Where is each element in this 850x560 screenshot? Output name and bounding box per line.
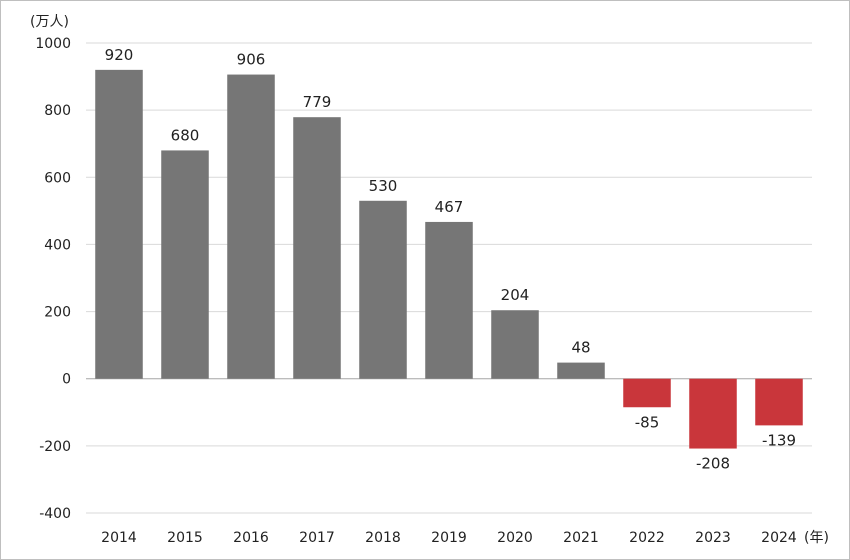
x-category-label: 2024 [761,530,797,546]
y-tick-label: -400 [39,506,71,522]
x-category-label: 2020 [497,530,533,546]
x-unit-label: (年) [804,530,829,546]
data-label: 906 [237,51,266,69]
data-label: -208 [696,455,730,473]
bar-2024 [755,378,803,426]
data-label: -85 [635,413,660,431]
data-label: 530 [369,177,398,195]
bar-2017 [293,117,341,379]
x-category-label: 2021 [563,530,599,546]
data-label: 680 [171,126,200,144]
bar-2023 [689,378,737,449]
bar-2022 [623,378,671,408]
data-label: -139 [762,431,796,449]
data-label: 467 [435,198,464,216]
y-axis-ticks: 1000 800 600 400 200 0 -200 -400 [35,36,71,522]
y-tick-label: 800 [44,103,71,119]
x-category-label: 2014 [101,530,137,546]
data-label: 920 [105,46,134,64]
data-label: 779 [303,93,332,111]
x-axis-categories: 2014 2015 2016 2017 2018 2019 2020 2021 2022 2023… [101,530,797,546]
bar-2016 [227,74,275,379]
data-labels: 920 680 906 779 530 467 204 48 -85 -208 -139 [105,46,796,473]
x-category-label: 2019 [431,530,467,546]
data-label: 204 [501,286,530,304]
x-category-label: 2022 [629,530,665,546]
bar-2021 [557,362,605,379]
data-label: 48 [571,339,590,357]
y-tick-label: -200 [39,439,71,455]
bar-2018 [359,200,407,379]
x-category-label: 2016 [233,530,269,546]
x-category-label: 2018 [365,530,401,546]
y-tick-label: 400 [44,237,71,253]
y-tick-label: 0 [62,372,71,388]
y-tick-label: 600 [44,170,71,186]
x-category-label: 2023 [695,530,731,546]
y-tick-label: 1000 [35,36,71,52]
y-unit-label: (万人) [30,14,69,30]
bar-2014 [95,69,143,379]
x-category-label: 2015 [167,530,203,546]
bar-2020 [491,310,539,379]
x-category-label: 2017 [299,530,335,546]
bar-2019 [425,221,473,379]
bars [95,69,803,449]
bar-2015 [161,150,209,379]
y-tick-label: 200 [44,305,71,321]
